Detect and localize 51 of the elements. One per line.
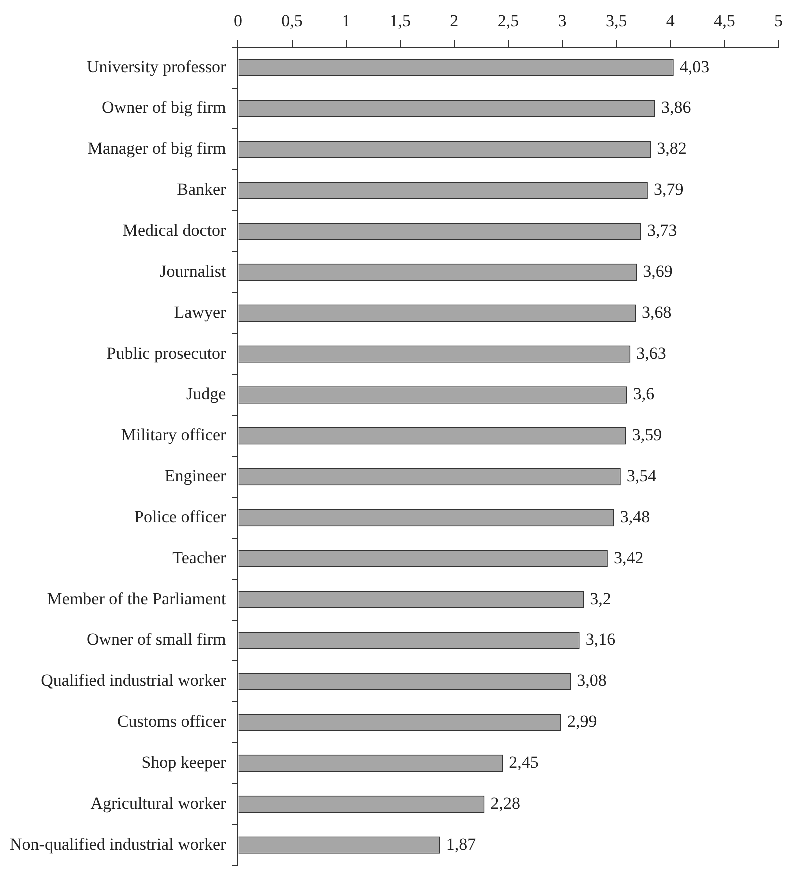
data-label: 3,82 — [657, 139, 687, 158]
x-tick-label: 3,5 — [606, 12, 628, 31]
data-label: 3,42 — [614, 548, 644, 568]
x-tick-label: 5 — [774, 12, 783, 31]
y-tick-label: Engineer — [164, 466, 227, 486]
x-tick-label: 4 — [666, 12, 676, 31]
data-label: 3,79 — [654, 180, 684, 200]
data-label: 3,59 — [632, 426, 662, 445]
data-label: 3,16 — [586, 630, 616, 650]
x-tick-label: 0 — [234, 12, 242, 31]
y-tick-label: Public prosecutor — [106, 344, 227, 363]
y-tick-label: Journalist — [160, 262, 226, 281]
y-tick-label: Owner of small firm — [86, 630, 226, 650]
x-tick-label: 2,5 — [498, 12, 520, 31]
y-tick-label: University professor — [86, 57, 227, 76]
data-label: 3,86 — [662, 98, 692, 118]
data-label: 4,03 — [680, 57, 710, 76]
y-tick-label: Shop keeper — [142, 752, 227, 772]
x-tick-label: 1 — [342, 12, 351, 31]
y-tick-label: Lawyer — [174, 302, 227, 322]
x-tick-label: 3 — [558, 12, 567, 31]
y-tick-label: Judge — [186, 384, 226, 404]
y-tick-label: Non-qualified industrial worker — [10, 834, 227, 854]
data-label: 3,73 — [647, 221, 678, 240]
x-tick-label: 4,5 — [714, 12, 736, 31]
y-tick-label: Teacher — [172, 548, 227, 568]
data-label: 3,6 — [633, 384, 655, 404]
x-tick-label: 1,5 — [390, 12, 412, 31]
data-label: 3,63 — [636, 344, 666, 363]
data-label: 3,08 — [577, 671, 607, 690]
y-tick-label: Member of the Parliament — [47, 589, 226, 608]
data-label: 2,28 — [490, 794, 520, 813]
y-tick-label: Military officer — [121, 426, 227, 445]
data-label: 1,87 — [446, 834, 477, 854]
x-tick-label: 2 — [450, 12, 459, 31]
data-label: 3,68 — [642, 302, 672, 322]
y-tick-label: Police officer — [134, 507, 227, 526]
y-tick-label: Banker — [177, 180, 227, 200]
y-tick-label: Manager of big firm — [88, 139, 226, 158]
data-label: 3,2 — [590, 589, 612, 608]
y-tick-label: Customs officer — [117, 712, 227, 732]
x-tick-label: 0,5 — [282, 12, 303, 31]
y-tick-label: Agricultural worker — [90, 794, 227, 813]
y-tick-label: Qualified industrial worker — [41, 671, 227, 690]
data-label: 2,45 — [509, 752, 539, 772]
data-label: 2,99 — [567, 712, 598, 732]
data-label: 3,69 — [643, 262, 673, 281]
data-label: 3,54 — [626, 466, 658, 486]
y-tick-label: Medical doctor — [122, 221, 227, 240]
y-tick-label: Owner of big firm — [102, 98, 226, 118]
data-label: 3,48 — [620, 507, 650, 526]
